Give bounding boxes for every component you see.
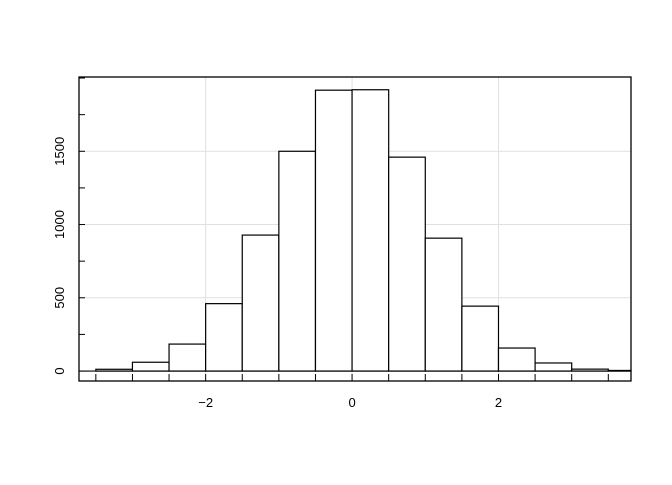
- y-tick-labels: 0 500 1000 1500: [52, 137, 67, 375]
- axes: [78, 76, 632, 382]
- y-tick-label: 500: [52, 287, 67, 309]
- x-tick-labels: −2 0 2: [198, 395, 502, 410]
- histogram-bar: [168, 343, 207, 372]
- plot-frame: [78, 76, 632, 382]
- histogram-bar: [241, 234, 280, 372]
- histogram-bar: [461, 305, 500, 372]
- bars: [95, 89, 632, 372]
- x-tick-label: 2: [495, 395, 502, 410]
- histogram-bar: [497, 347, 536, 372]
- histogram-bar: [424, 237, 463, 372]
- histogram-bar: [131, 361, 170, 372]
- histogram-bar: [534, 362, 573, 372]
- y-tick-label: 1000: [52, 210, 67, 239]
- y-tick-label: 0: [52, 367, 67, 374]
- histogram-bar: [388, 156, 426, 372]
- histogram-bar: [205, 303, 243, 372]
- x-tick-label: 0: [348, 395, 355, 410]
- histogram-bar: [278, 150, 317, 372]
- histogram-bar: [351, 89, 390, 372]
- histogram-bar: [314, 89, 353, 372]
- x-tick-label: −2: [198, 395, 213, 410]
- y-tick-label: 1500: [52, 137, 67, 166]
